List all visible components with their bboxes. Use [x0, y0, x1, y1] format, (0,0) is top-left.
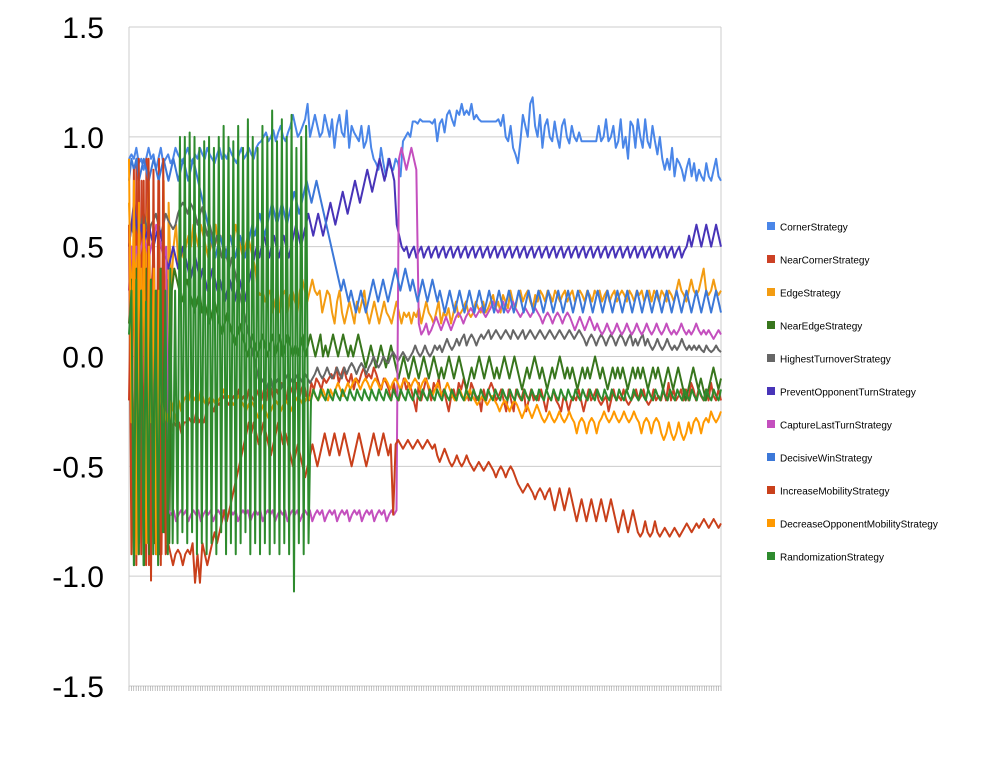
legend-swatch [767, 255, 775, 263]
y-tick-label: 0.0 [62, 342, 104, 375]
y-tick-label: -1.5 [52, 671, 104, 704]
y-tick-label: -0.5 [52, 451, 104, 484]
legend-swatch [767, 420, 775, 428]
legend-swatch [767, 453, 775, 461]
series-lines [128, 96, 722, 593]
legend-label: DecisiveWinStrategy [780, 454, 872, 465]
legend: CornerStrategy NearCornerStrategy EdgeStra… [767, 222, 938, 564]
y-tick-label: 1.5 [62, 12, 104, 45]
series-line [128, 109, 722, 593]
legend-label: IncreaseMobilityStrategy [780, 487, 890, 498]
legend-swatch [767, 222, 775, 230]
y-tick-label: 0.5 [62, 232, 104, 265]
legend-swatch [767, 321, 775, 329]
series-line [128, 157, 722, 584]
legend-swatch [767, 354, 775, 362]
legend-label: HighestTurnoverStrategy [780, 355, 891, 366]
legend-label: EdgeStrategy [780, 289, 841, 300]
legend-label: RandomizationStrategy [780, 553, 884, 564]
legend-swatch [767, 519, 775, 527]
legend-swatch [767, 288, 775, 296]
x-tick-marks [128, 686, 722, 691]
y-axis-ticks: 1.5 1.0 0.5 0.0 -0.5 -1.0 -1.5 [52, 12, 104, 704]
legend-swatch [767, 552, 775, 560]
legend-label: CaptureLastTurnStrategy [780, 421, 892, 432]
legend-label: NearEdgeStrategy [780, 322, 862, 333]
y-tick-label: -1.0 [52, 561, 104, 594]
legend-label: NearCornerStrategy [780, 256, 869, 267]
y-tick-label: 1.0 [62, 122, 104, 155]
legend-swatch [767, 486, 775, 494]
x-axis-ticks [128, 686, 722, 691]
legend-swatch [767, 387, 775, 395]
legend-label: DecreaseOpponentMobilityStrategy [780, 520, 938, 531]
legend-label: CornerStrategy [780, 223, 848, 234]
legend-label: PreventOpponentTurnStrategy [780, 388, 916, 399]
